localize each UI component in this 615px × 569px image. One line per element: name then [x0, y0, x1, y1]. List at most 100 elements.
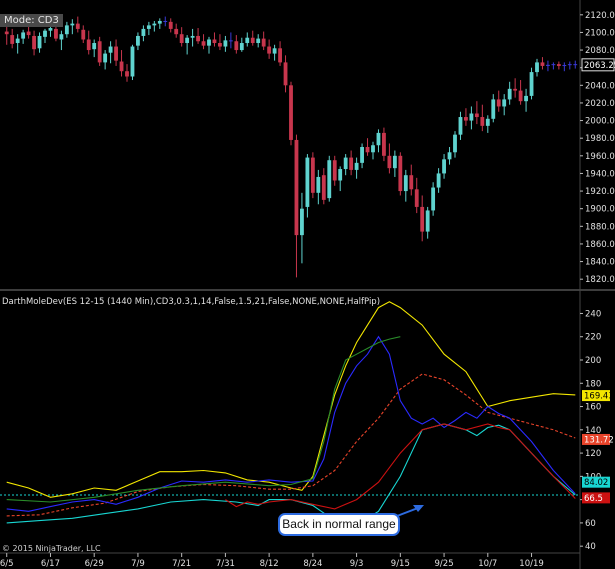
date-tick-label: 8/12 [260, 559, 279, 569]
candle-body [75, 23, 80, 29]
indicator-tick-label: 140 [585, 426, 601, 436]
price-tick-label: 1960.00 [585, 152, 615, 162]
candle-body [414, 189, 419, 207]
candle-body [502, 99, 507, 107]
arrow-shaft [396, 507, 419, 517]
indicator-series-line [6, 336, 401, 503]
candle-body [474, 113, 479, 118]
candle-body [43, 30, 47, 37]
candle-body [321, 175, 326, 200]
indicator-series-line [6, 373, 576, 517]
date-tick-label: 7/21 [172, 559, 191, 569]
candle-body [250, 37, 255, 44]
date-tick-label: 10/19 [519, 559, 544, 569]
candle-body [327, 160, 332, 199]
date-tick-label: 7/9 [131, 559, 145, 569]
date-tick-label: 9/3 [350, 559, 364, 569]
candle-body [365, 147, 370, 153]
mode-badge[interactable]: Mode: CD3 [0, 14, 63, 27]
candle-body [485, 118, 490, 126]
candle-body [136, 35, 140, 46]
candle-body [453, 134, 457, 153]
indicator-value-box [582, 492, 610, 504]
date-tick-label: 10/7 [478, 559, 497, 569]
indicator-panel[interactable] [0, 301, 580, 526]
candle-body [464, 117, 468, 121]
last-price-box [581, 58, 615, 72]
candle-body [300, 208, 304, 236]
indicator-axis[interactable]: 406080100120140160180200220240169.43131.… [580, 309, 614, 552]
indicator-series-line [6, 301, 576, 498]
candle-body [535, 62, 539, 73]
candle-body [86, 39, 91, 51]
price-tick-label: 2000.00 [585, 117, 615, 127]
candle-body [48, 28, 53, 31]
price-axis[interactable]: 1820.00 1840.00 1860.00 1880.00 1900.00 1920.… [579, 0, 615, 569]
candle-body [316, 176, 321, 193]
indicator-value-label: 131.72 [584, 435, 614, 445]
candle-body [546, 64, 550, 66]
candle-body [349, 157, 354, 170]
candle-body [398, 155, 403, 192]
candle-body [125, 71, 129, 77]
candle-body [234, 41, 239, 51]
candle-body [26, 31, 31, 36]
candle-body [387, 155, 392, 169]
date-tick-label: 9/25 [435, 559, 454, 569]
price-panel[interactable] [4, 16, 578, 278]
annotation-callout: Back in normal range [278, 513, 400, 536]
candle-body [218, 43, 222, 47]
candle-body [562, 65, 567, 67]
candle-body [119, 61, 124, 72]
candle-body [201, 41, 206, 46]
date-tick-label: 7/31 [216, 559, 235, 569]
date-tick-label: 6/5 [0, 559, 14, 569]
date-tick-label: 6/29 [85, 559, 104, 569]
price-tick-label: 1940.00 [585, 169, 615, 179]
candle-body [32, 35, 36, 50]
candle-body [513, 88, 518, 91]
candle-body [354, 162, 359, 170]
candle-body [371, 145, 375, 153]
candle-body [4, 31, 9, 35]
indicator-tick-label: 200 [585, 356, 601, 366]
indicator-value-label: 84.02 [584, 478, 608, 488]
indicator-tick-label: 60 [585, 519, 596, 529]
callout-arrow [396, 505, 424, 517]
candle-body [469, 113, 474, 121]
candle-body [573, 64, 578, 66]
candle-body [10, 35, 15, 44]
indicator-title: DarthMoleDev(ES 12-15 (1440 Min),CD3,0.3… [2, 297, 381, 307]
indicator-value-label: 169.43 [584, 392, 614, 402]
candle-body [338, 169, 343, 181]
candle-body [179, 34, 184, 44]
price-tick-label: 2020.00 [585, 99, 615, 109]
date-tick-label: 8/24 [303, 559, 322, 569]
date-axis[interactable]: 6/5 6/17 6/29 7/9 7/21 7/31 8/12 8/24 9/3 9/15 9/2… [0, 552, 580, 569]
copyright-text: © 2015 NinjaTrader, LLC [2, 544, 101, 553]
candle-body [507, 88, 512, 100]
candle-body [442, 159, 446, 174]
candle-body [458, 117, 463, 135]
candle-body [343, 157, 348, 170]
candle-body [425, 210, 430, 232]
candle-body [540, 62, 545, 66]
candle-body [174, 28, 179, 35]
indicator-value-label: 66.5 [584, 494, 603, 504]
candle-body [382, 132, 386, 156]
candle-body [15, 38, 20, 44]
candle-body [130, 46, 135, 77]
price-tick-label: 1920.00 [585, 187, 615, 197]
candle-body [305, 157, 310, 207]
price-tick-label: 2040.00 [585, 81, 615, 91]
candle-body [332, 160, 337, 181]
candle-body [92, 43, 97, 50]
price-tick-label: 2100.00 [585, 28, 615, 38]
candle-body [409, 175, 414, 190]
price-tick-label: 1900.00 [585, 205, 615, 215]
candle-body [185, 37, 190, 44]
price-tick-label: 1880.00 [585, 222, 615, 232]
last-price-label: 2063.25 [584, 61, 615, 71]
candle-body [518, 90, 523, 102]
